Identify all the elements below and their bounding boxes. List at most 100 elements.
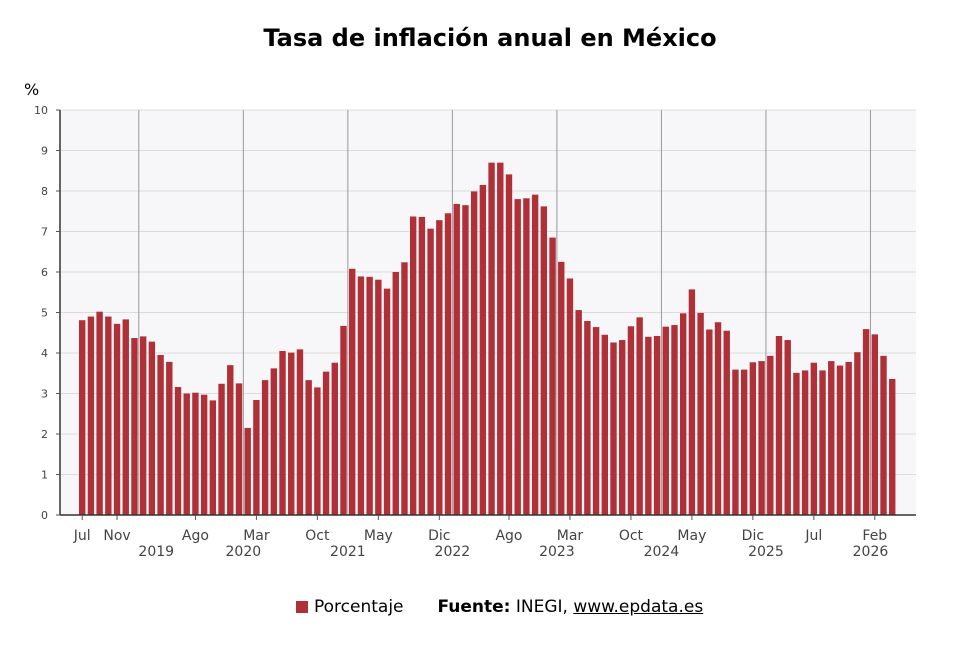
year-label: 2024	[644, 544, 680, 560]
bar	[148, 341, 156, 515]
legend: Porcentaje Fuente: INEGI, www.epdata.es	[296, 597, 703, 617]
y-tick-label: 1	[41, 469, 48, 482]
year-label: 2021	[330, 544, 366, 560]
bar	[244, 427, 251, 515]
bar	[793, 372, 800, 515]
bar	[279, 350, 286, 515]
bar	[610, 342, 617, 515]
bar	[166, 361, 173, 515]
bar	[549, 237, 556, 515]
bar	[444, 213, 452, 515]
bar	[392, 272, 399, 515]
bar	[375, 279, 382, 515]
bar	[810, 362, 818, 515]
x-tick-label: Ago	[495, 528, 522, 544]
bar	[209, 400, 217, 515]
bar	[592, 327, 600, 515]
y-tick-label: 8	[41, 185, 48, 198]
bar	[87, 316, 95, 515]
bar	[619, 340, 626, 515]
bar	[314, 387, 321, 515]
bar	[366, 276, 373, 515]
bar	[723, 330, 730, 515]
bar	[113, 323, 121, 515]
x-tick-label: Jul	[73, 528, 91, 544]
x-tick-label: Oct	[619, 528, 644, 544]
bar	[558, 261, 565, 515]
bar	[697, 312, 704, 515]
bar	[601, 334, 608, 515]
source-text: INEGI,	[515, 597, 568, 617]
y-tick-label: 9	[41, 145, 48, 158]
bar	[470, 191, 478, 515]
bar	[409, 216, 417, 515]
bar	[645, 336, 652, 515]
bar	[540, 206, 548, 515]
x-tick-label: May	[677, 528, 706, 544]
source-link[interactable]: www.epdata.es	[573, 597, 704, 617]
bar	[880, 355, 887, 515]
bar	[322, 371, 330, 515]
bar	[296, 349, 304, 515]
bar	[801, 370, 809, 515]
bar	[662, 326, 669, 515]
x-tick-label: Dic	[742, 528, 764, 544]
bar	[183, 393, 190, 515]
y-tick-label: 2	[41, 428, 48, 441]
year-label: 2020	[226, 544, 262, 560]
bar	[357, 276, 365, 515]
y-tick-label: 0	[41, 509, 48, 522]
bar	[758, 361, 765, 515]
bar	[192, 392, 199, 515]
bar	[767, 355, 774, 515]
bar	[305, 380, 312, 515]
bar	[845, 361, 852, 515]
bar	[235, 383, 243, 515]
bar	[174, 387, 182, 515]
bar	[418, 216, 426, 516]
x-tick-label: Ago	[182, 528, 209, 544]
x-tick-label: May	[364, 528, 393, 544]
x-tick-label: Feb	[862, 528, 887, 544]
bar	[514, 199, 521, 515]
bar	[253, 399, 260, 515]
bar	[462, 205, 469, 516]
bar	[157, 355, 164, 515]
bar	[679, 313, 687, 515]
year-label: 2019	[138, 544, 174, 560]
bar	[261, 380, 269, 515]
bar	[688, 289, 696, 515]
y-tick-label: 7	[41, 226, 48, 239]
bar	[584, 321, 591, 515]
legend-label: Porcentaje	[314, 597, 404, 617]
bar	[836, 365, 844, 515]
bar	[889, 378, 896, 515]
legend-swatch	[296, 601, 308, 613]
x-tick-label: Jul	[804, 528, 822, 544]
bar	[331, 362, 338, 515]
bar	[819, 370, 826, 515]
x-tick-label: Mar	[243, 528, 270, 544]
bar	[383, 288, 391, 515]
bar	[531, 194, 539, 515]
bar	[139, 336, 147, 515]
bar	[505, 174, 513, 515]
bar	[740, 369, 748, 515]
x-tick-label: Nov	[103, 528, 130, 544]
bar	[871, 334, 879, 515]
bar	[784, 340, 791, 515]
bar	[288, 352, 295, 515]
y-tick-label: 5	[41, 307, 48, 320]
year-label: 2022	[435, 544, 471, 560]
bar	[488, 162, 495, 515]
bar	[270, 368, 278, 515]
bar	[122, 319, 129, 515]
bar	[436, 220, 443, 515]
bar	[227, 365, 234, 515]
y-tick-label: 10	[34, 104, 48, 117]
bar	[349, 268, 356, 515]
bar	[862, 329, 870, 515]
bar	[566, 278, 574, 515]
bar	[96, 311, 103, 515]
